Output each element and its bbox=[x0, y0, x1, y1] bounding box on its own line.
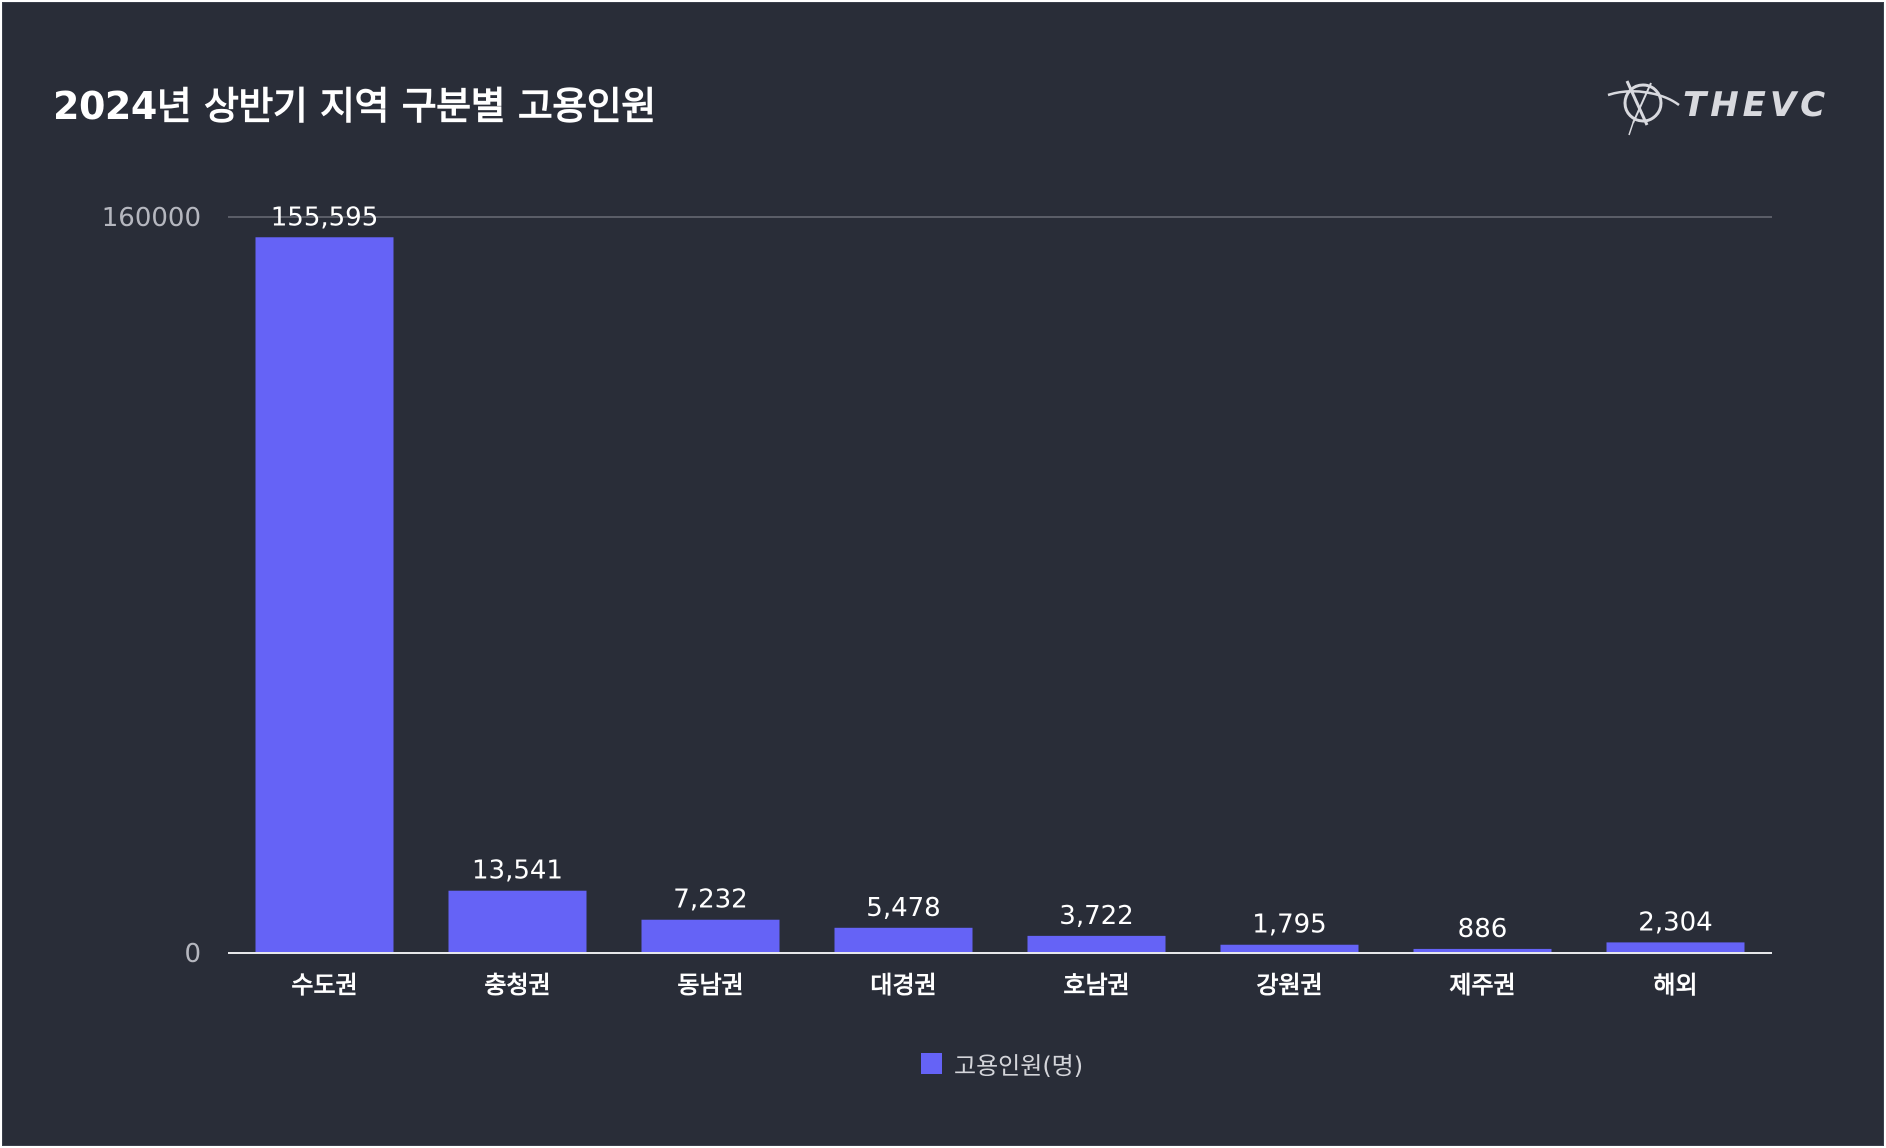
legend-label: 고용인원(명) bbox=[954, 1052, 1084, 1080]
x-tick-label: 충청권 bbox=[484, 971, 550, 999]
y-tick-label: 160000 bbox=[102, 203, 201, 233]
bar bbox=[448, 890, 587, 953]
bar bbox=[641, 919, 780, 953]
data-label: 13,541 bbox=[472, 856, 563, 886]
bar bbox=[1027, 935, 1166, 953]
data-label: 2,304 bbox=[1638, 907, 1712, 937]
x-tick-label: 호남권 bbox=[1063, 971, 1129, 999]
data-label: 886 bbox=[1458, 914, 1508, 944]
bar bbox=[1606, 942, 1745, 953]
bar bbox=[255, 237, 394, 953]
bar bbox=[1220, 944, 1359, 953]
data-label: 1,795 bbox=[1252, 910, 1326, 940]
x-tick-label: 동남권 bbox=[677, 971, 743, 999]
data-label: 7,232 bbox=[673, 885, 747, 915]
data-label: 5,478 bbox=[866, 893, 940, 923]
x-tick-label: 수도권 bbox=[291, 971, 357, 999]
legend-swatch bbox=[921, 1053, 942, 1074]
legend: 고용인원(명) bbox=[921, 1046, 1083, 1081]
orbit-logo-icon bbox=[1607, 80, 1680, 136]
brand-name: THEVC bbox=[1683, 85, 1830, 125]
x-tick-label: 제주권 bbox=[1449, 971, 1515, 999]
data-label: 3,722 bbox=[1059, 901, 1133, 931]
x-tick-label: 해외 bbox=[1653, 971, 1697, 999]
bar-chart: 0 160000 155,595 수도권 13,541 충청권 7,232 동남권 5,478 대… bbox=[102, 202, 1772, 999]
bar bbox=[834, 927, 973, 953]
bar bbox=[1413, 948, 1552, 953]
x-tick-label: 강원권 bbox=[1256, 971, 1322, 999]
y-tick-label: 0 bbox=[184, 939, 201, 969]
data-label: 155,595 bbox=[271, 202, 379, 232]
brand-logo: THEVC bbox=[1603, 75, 1843, 139]
chart-title: 2024년 상반기 지역 구분별 고용인원 bbox=[53, 84, 656, 128]
x-tick-label: 대경권 bbox=[870, 971, 936, 999]
